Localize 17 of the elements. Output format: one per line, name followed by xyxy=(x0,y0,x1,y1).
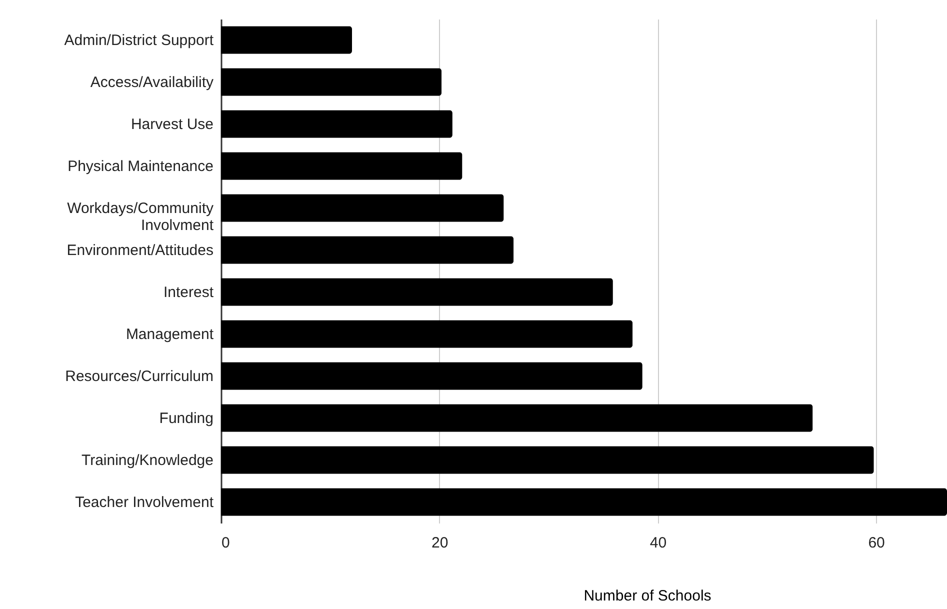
x-axis-title: Number of Schools xyxy=(584,588,712,604)
y-tick-label: Teacher Involvement xyxy=(75,494,214,511)
y-tick-label: Workdays/Community Involvment xyxy=(67,200,214,234)
y-tick-label: Access/Availability xyxy=(90,74,214,91)
x-tick-label: 20 xyxy=(432,534,448,552)
y-tick-label: Physical Maintenance xyxy=(68,158,214,175)
y-tick-label: Admin/District Support xyxy=(64,32,214,49)
y-tick-label: Training/Knowledge xyxy=(81,452,214,469)
x-tick-label: 40 xyxy=(650,534,667,552)
y-tick-label: Management xyxy=(126,326,214,343)
y-tick-label: Funding xyxy=(159,410,214,427)
x-tick-label: 0 xyxy=(222,534,230,552)
y-tick-label: Interest xyxy=(163,284,214,301)
y-tick-label: Resources/Curriculum xyxy=(65,368,214,385)
y-tick-label: Harvest Use xyxy=(130,116,214,133)
y-tick-label: Environment/Attitudes xyxy=(66,242,214,259)
x-tick-label: 60 xyxy=(868,534,885,552)
